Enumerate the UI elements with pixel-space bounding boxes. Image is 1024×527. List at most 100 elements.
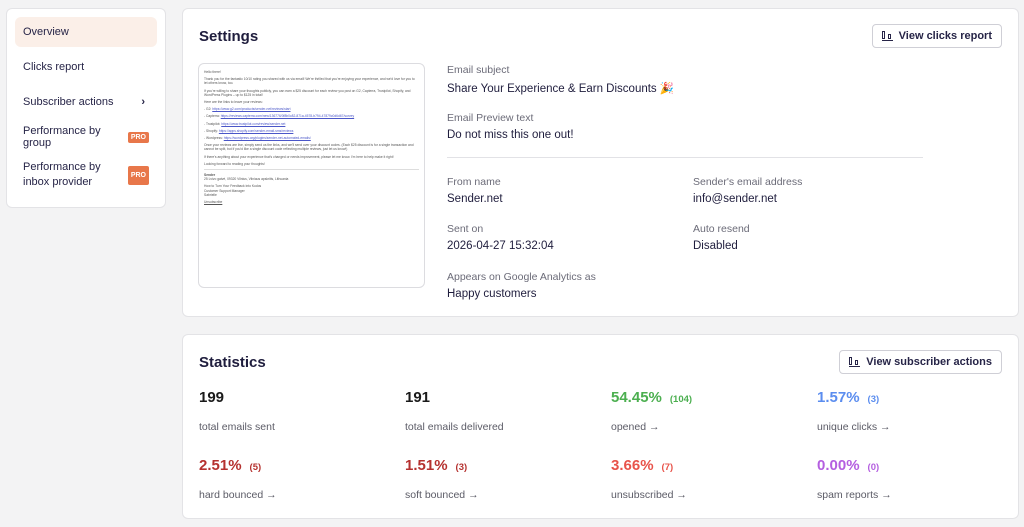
stat-count: (0) bbox=[867, 462, 880, 473]
email-subject-value: Share Your Experience & Earn Discounts 🎉 bbox=[447, 83, 675, 95]
chevron-right-icon: › bbox=[141, 96, 145, 108]
stat-label-link[interactable]: unsubscribed → bbox=[611, 489, 811, 501]
email-preview-thumbnail[interactable]: Hello there! Thank you for the fantastic… bbox=[198, 63, 425, 288]
view-subscriber-actions-button[interactable]: View subscriber actions bbox=[839, 350, 1002, 374]
arrow-right-icon: → bbox=[266, 489, 277, 501]
from-name-value: Sender.net bbox=[447, 193, 503, 205]
preview-link-line: - G2: https://www.g2.com/products/sender… bbox=[204, 107, 291, 112]
statistics-card: Statistics View subscriber actions 199 to… bbox=[182, 334, 1019, 519]
preview-text: Hello there! bbox=[204, 70, 221, 74]
stat-label-link[interactable]: soft bounced → bbox=[405, 489, 605, 501]
auto-resend-value: Disabled bbox=[693, 240, 738, 252]
preview-text-value: Do not miss this one out! bbox=[447, 129, 574, 141]
arrow-right-icon: → bbox=[881, 489, 892, 501]
stat-count: (3) bbox=[455, 462, 468, 473]
stat-label-link[interactable]: spam reports → bbox=[817, 489, 1017, 501]
sidebar-item-performance-by-inbox-provider[interactable]: Performance by inbox provider PRO bbox=[15, 155, 157, 195]
button-label: View clicks report bbox=[898, 30, 992, 42]
sidebar-item-label: Clicks report bbox=[23, 61, 85, 73]
stat-label-link[interactable]: hard bounced → bbox=[199, 489, 399, 501]
preview-link-line: - Trustpilot: https://www.trustpilot.com… bbox=[204, 121, 286, 126]
sent-on-label: Sent on bbox=[447, 223, 484, 235]
arrow-right-icon: → bbox=[880, 421, 891, 433]
stat-count: (104) bbox=[669, 394, 693, 405]
stat-value: 3.66% bbox=[611, 457, 654, 474]
sidebar-item-label: Overview bbox=[23, 26, 69, 38]
stat-spam-reports: 0.00% (0) spam reports → bbox=[817, 457, 1017, 501]
sent-on-value: 2026-04-27 15:32:04 bbox=[447, 240, 554, 252]
stat-unique-clicks: 1.57% (3) unique clicks → bbox=[817, 389, 1017, 433]
bar-chart-icon bbox=[881, 31, 893, 41]
button-label: View subscriber actions bbox=[866, 356, 992, 368]
email-subject-label: Email subject bbox=[447, 64, 510, 76]
stat-label: total emails delivered bbox=[405, 421, 504, 433]
stat-soft-bounced: 1.51% (3) soft bounced → bbox=[405, 457, 605, 501]
preview-link: https://wordpress.org/plugins/sender-net… bbox=[223, 136, 311, 141]
view-clicks-report-button[interactable]: View clicks report bbox=[871, 24, 1002, 48]
stat-count: (7) bbox=[661, 462, 674, 473]
google-analytics-value: Happy customers bbox=[447, 288, 537, 300]
preview-text: Thank you for the fantastic 10/10 rating… bbox=[204, 77, 415, 86]
stat-total-emails-sent: 199 total emails sent bbox=[199, 389, 399, 433]
preview-text: Once your reviews are live, simply send … bbox=[204, 143, 414, 152]
sidebar-item-clicks-report[interactable]: Clicks report bbox=[15, 49, 157, 85]
stat-label: spam reports bbox=[817, 489, 879, 501]
stat-label: unsubscribed bbox=[611, 489, 674, 501]
stat-label-link[interactable]: opened → bbox=[611, 421, 811, 433]
sidebar-item-label: Performance by inbox provider bbox=[23, 161, 101, 188]
stat-opened: 54.45% (104) opened → bbox=[611, 389, 811, 433]
arrow-right-icon: → bbox=[648, 421, 660, 433]
stat-total-emails-delivered: 191 total emails delivered bbox=[405, 389, 605, 433]
preview-text: Sabrielle bbox=[204, 192, 217, 197]
preview-text: Sender bbox=[204, 173, 216, 178]
stat-label: unique clicks bbox=[817, 421, 878, 433]
stat-label-link: total emails delivered bbox=[405, 421, 605, 433]
preview-text: Customer Support Manager bbox=[204, 188, 245, 193]
sidebar-item-subscriber-actions[interactable]: Subscriber actions › bbox=[15, 85, 157, 119]
divider bbox=[447, 157, 923, 158]
stat-value: 1.57% bbox=[817, 389, 860, 406]
preview-text: Here are the links to leave your reviews… bbox=[204, 100, 263, 105]
preview-link-line: - Wordpress: https://wordpress.org/plugi… bbox=[204, 136, 311, 141]
preview-link: https://www.g2.com/products/sender-net/r… bbox=[212, 107, 291, 112]
stat-label: opened bbox=[611, 421, 647, 433]
from-name-label: From name bbox=[447, 176, 501, 188]
stat-value: 199 bbox=[199, 389, 225, 406]
preview-link-line: - Shopify: https://apps.shopify.com/send… bbox=[204, 128, 294, 133]
sender-email-label: Sender's email address bbox=[693, 176, 803, 188]
arrow-right-icon: → bbox=[676, 489, 687, 501]
pro-badge: PRO bbox=[127, 165, 149, 185]
auto-resend-label: Auto resend bbox=[693, 223, 750, 235]
stat-value: 191 bbox=[405, 389, 431, 406]
preview-link: https://reviews.capterra.com/new/136776/… bbox=[220, 114, 355, 119]
preview-text: Unsubscribe bbox=[204, 200, 223, 205]
statistics-title: Statistics bbox=[199, 354, 266, 371]
stat-count: (3) bbox=[867, 394, 880, 405]
stat-label-link[interactable]: unique clicks → bbox=[817, 421, 1017, 433]
bar-chart-icon bbox=[849, 357, 861, 367]
stat-hard-bounced: 2.51% (5) hard bounced → bbox=[199, 457, 399, 501]
sidebar-item-label: Performance by group bbox=[23, 125, 101, 149]
preview-text: How to Turn Your Feedback into Kudos bbox=[204, 184, 262, 189]
sidebar-item-performance-by-group[interactable]: Performance by group PRO bbox=[15, 119, 157, 155]
sender-email-value: info@sender.net bbox=[693, 193, 777, 205]
preview-text: If you're willing to share your thoughts… bbox=[204, 88, 411, 97]
stat-value: 1.51% bbox=[405, 457, 448, 474]
preview-link: https://www.trustpilot.com/review/sender… bbox=[221, 121, 286, 126]
stat-label: hard bounced bbox=[199, 489, 264, 501]
preview-text: 25 Lvivo gatvė, 09320 Vilnius, Vilniaus … bbox=[204, 177, 289, 182]
stat-label: soft bounced bbox=[405, 489, 466, 501]
settings-title: Settings bbox=[199, 28, 259, 45]
google-analytics-label: Appears on Google Analytics as bbox=[447, 271, 596, 283]
sidebar-item-overview[interactable]: Overview bbox=[15, 17, 157, 47]
preview-divider bbox=[204, 169, 419, 171]
preview-link-line: - Capterra: https://reviews.capterra.com… bbox=[204, 114, 355, 119]
stat-label: total emails sent bbox=[199, 421, 275, 433]
stat-count: (5) bbox=[249, 462, 262, 473]
preview-text: Looking forward to reading your thoughts… bbox=[204, 161, 265, 166]
stat-unsubscribed: 3.66% (7) unsubscribed → bbox=[611, 457, 811, 501]
stat-value: 54.45% bbox=[611, 389, 662, 406]
stat-value: 2.51% bbox=[199, 457, 242, 474]
preview-text: If there's anything about your experienc… bbox=[204, 154, 394, 159]
sidebar-item-label: Subscriber actions bbox=[23, 96, 114, 108]
